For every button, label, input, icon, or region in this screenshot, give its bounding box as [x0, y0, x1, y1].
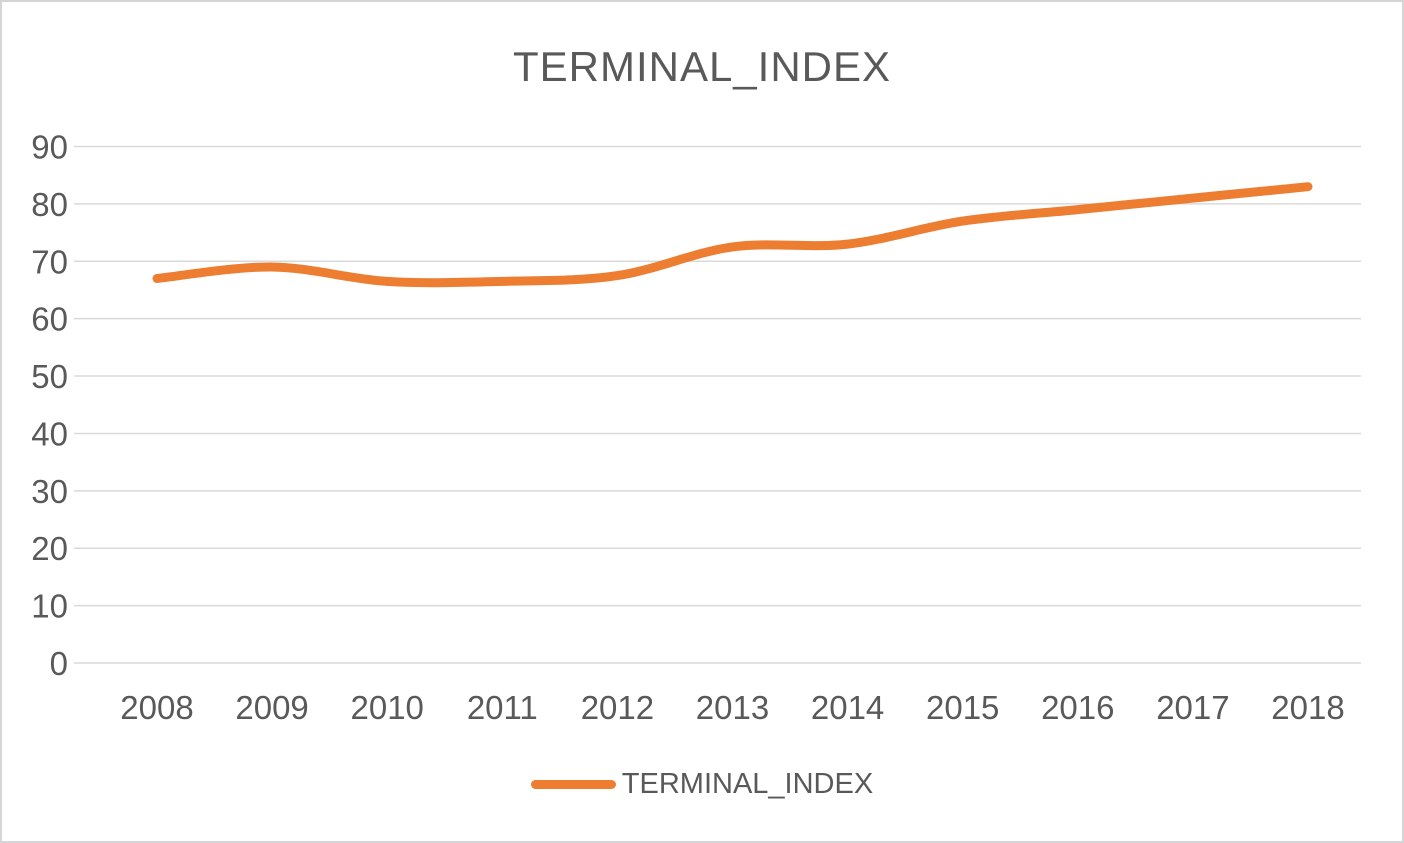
x-axis-label-2008: 2008 — [120, 689, 193, 726]
legend-label: TERMINAL_INDEX — [621, 768, 874, 800]
legend: TERMINAL_INDEX — [2, 770, 1402, 799]
x-axis-label-2015: 2015 — [926, 689, 999, 726]
y-axis-label-0: 0 — [50, 645, 68, 682]
y-axis-label-20: 20 — [31, 530, 68, 567]
x-axis-label-2016: 2016 — [1041, 689, 1114, 726]
x-axis-label-2014: 2014 — [811, 689, 884, 726]
y-axis-label-80: 80 — [31, 186, 68, 223]
x-axis-label-2010: 2010 — [350, 689, 423, 726]
legend-line-swatch — [530, 780, 616, 789]
x-axis-label-2012: 2012 — [581, 689, 654, 726]
series-line-TERMINAL_INDEX — [152, 182, 1313, 288]
chart-title: TERMINAL_INDEX — [512, 43, 892, 90]
y-axis-label-50: 50 — [31, 358, 68, 395]
x-axis-label-2018: 2018 — [1271, 689, 1344, 726]
x-axis-label-2017: 2017 — [1156, 689, 1229, 726]
x-axis-label-2009: 2009 — [235, 689, 308, 726]
y-axis-label-60: 60 — [31, 301, 68, 338]
x-axis-label-2011: 2011 — [467, 689, 538, 726]
y-axis-label-10: 10 — [31, 588, 68, 625]
y-axis-label-70: 70 — [31, 243, 68, 280]
y-axis-label-30: 30 — [31, 473, 68, 510]
x-axis-label-2013: 2013 — [696, 689, 769, 726]
y-axis-label-90: 90 — [31, 129, 68, 166]
y-axis-label-40: 40 — [31, 415, 68, 452]
